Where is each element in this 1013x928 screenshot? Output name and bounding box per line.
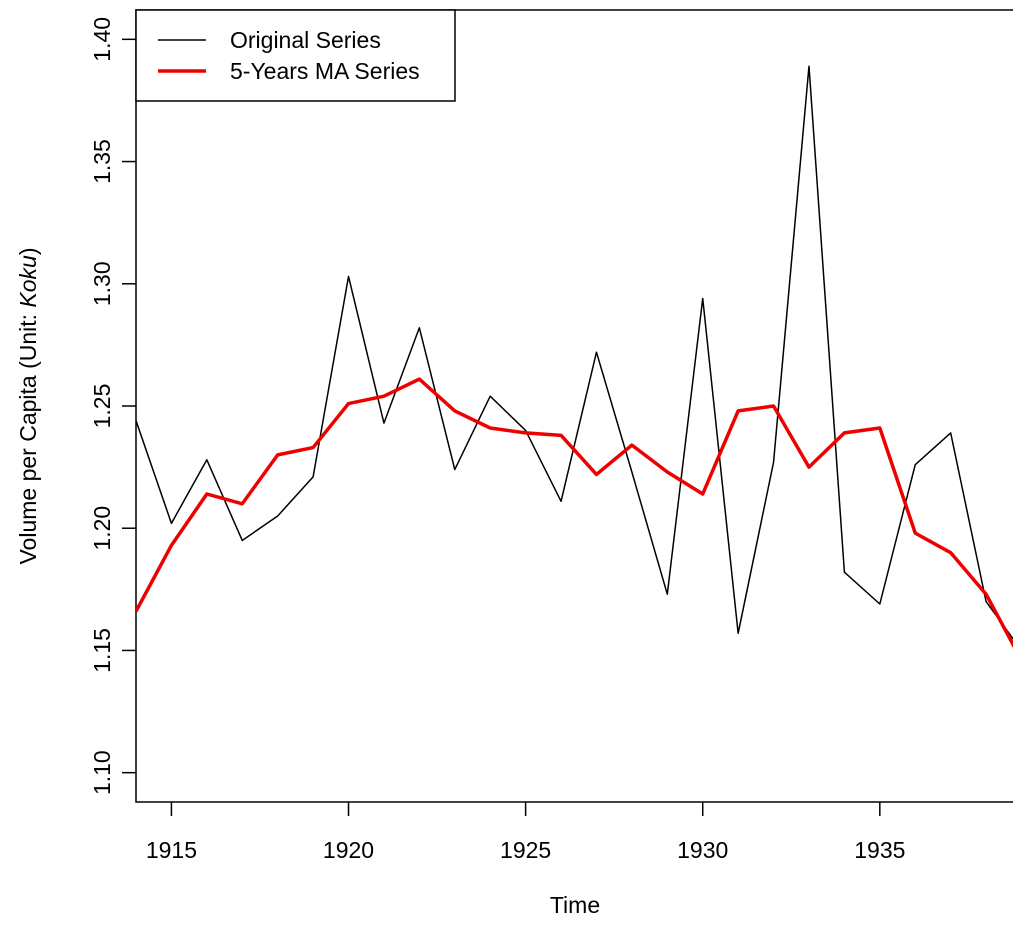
plot-frame bbox=[135, 9, 1013, 803]
legend-label: 5-Years MA Series bbox=[230, 58, 420, 84]
plot-area bbox=[136, 65, 1013, 649]
y-axis-label: Volume per Capita (Unit: Koku) bbox=[15, 247, 41, 564]
x-tick-label: 1930 bbox=[677, 837, 728, 863]
y-tick-label: 1.30 bbox=[89, 261, 115, 306]
x-tick-label: 1935 bbox=[854, 837, 905, 863]
y-tick-label: 1.25 bbox=[89, 384, 115, 429]
y-axis-label-part: Koku bbox=[15, 255, 41, 308]
x-tick-label: 1920 bbox=[323, 837, 374, 863]
legend-label: Original Series bbox=[230, 27, 381, 53]
series-line bbox=[136, 377, 1013, 649]
y-tick-label: 1.40 bbox=[89, 17, 115, 62]
y-tick-label: 1.35 bbox=[89, 139, 115, 184]
x-tick-label: 1925 bbox=[500, 837, 551, 863]
x-axis-label: Time bbox=[550, 892, 600, 918]
y-tick-label: 1.15 bbox=[89, 628, 115, 673]
series-line bbox=[136, 65, 1013, 640]
y-tick-label: 1.20 bbox=[89, 506, 115, 551]
legend-box bbox=[135, 9, 456, 102]
y-axis-label-part: ) bbox=[15, 247, 41, 255]
x-tick-label: 1915 bbox=[146, 837, 197, 863]
y-axis-label-part: Volume per Capita (Unit: bbox=[15, 308, 41, 565]
y-tick-label: 1.10 bbox=[89, 750, 115, 795]
